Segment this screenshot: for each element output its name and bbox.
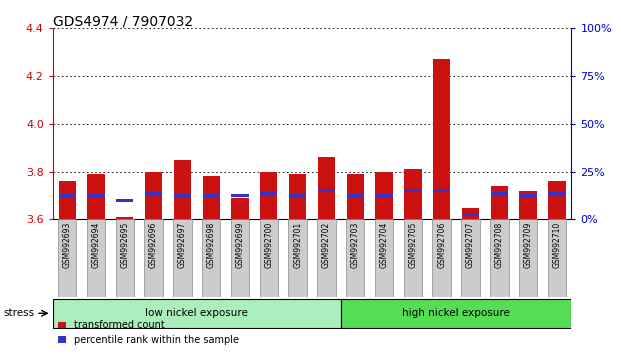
Bar xyxy=(145,172,162,219)
Bar xyxy=(491,192,508,195)
Bar xyxy=(260,219,278,297)
Bar xyxy=(58,194,76,197)
Text: GSM992697: GSM992697 xyxy=(178,222,187,268)
Text: GSM992698: GSM992698 xyxy=(207,222,215,268)
Bar xyxy=(88,194,104,197)
Bar xyxy=(88,174,104,219)
Text: GSM992694: GSM992694 xyxy=(91,222,101,268)
Bar xyxy=(548,219,566,297)
Bar xyxy=(519,219,537,297)
Text: GSM992702: GSM992702 xyxy=(322,222,331,268)
Text: GSM992696: GSM992696 xyxy=(149,222,158,268)
Bar xyxy=(341,299,571,328)
Text: GSM992706: GSM992706 xyxy=(437,222,446,268)
Bar xyxy=(260,192,278,195)
Text: GSM992705: GSM992705 xyxy=(409,222,417,268)
Bar xyxy=(53,299,341,328)
Text: high nickel exposure: high nickel exposure xyxy=(402,308,510,318)
Bar xyxy=(519,191,537,219)
Bar xyxy=(404,219,422,297)
Bar xyxy=(433,59,450,219)
Text: GSM992710: GSM992710 xyxy=(553,222,561,268)
Bar xyxy=(462,207,479,219)
Bar xyxy=(318,158,335,219)
Bar xyxy=(260,172,278,219)
Bar xyxy=(202,177,220,219)
Legend: transformed count, percentile rank within the sample: transformed count, percentile rank withi… xyxy=(55,316,243,349)
Text: stress: stress xyxy=(3,308,34,318)
Bar xyxy=(519,194,537,197)
Bar xyxy=(491,186,508,219)
Bar xyxy=(232,194,248,197)
Text: GSM992709: GSM992709 xyxy=(524,222,533,268)
Bar xyxy=(433,189,450,192)
Text: GSM992703: GSM992703 xyxy=(351,222,360,268)
Bar xyxy=(174,160,191,219)
Bar xyxy=(202,194,220,197)
Bar xyxy=(116,217,134,219)
Text: low nickel exposure: low nickel exposure xyxy=(145,308,248,318)
Bar xyxy=(376,172,392,219)
Bar xyxy=(289,174,306,219)
Bar xyxy=(58,219,76,297)
Bar xyxy=(58,181,76,219)
Bar xyxy=(375,219,393,297)
Text: GSM992700: GSM992700 xyxy=(265,222,273,268)
Text: GDS4974 / 7907032: GDS4974 / 7907032 xyxy=(53,14,193,28)
Bar xyxy=(202,219,220,297)
Bar xyxy=(289,194,306,197)
Text: GSM992699: GSM992699 xyxy=(235,222,245,268)
Text: GSM992701: GSM992701 xyxy=(293,222,302,268)
Bar xyxy=(548,181,566,219)
Text: GSM992708: GSM992708 xyxy=(495,222,504,268)
Text: GSM992693: GSM992693 xyxy=(63,222,71,268)
Bar xyxy=(376,194,392,197)
Bar xyxy=(174,194,191,197)
Bar xyxy=(318,189,335,192)
Bar xyxy=(404,169,422,219)
Bar xyxy=(173,219,192,297)
Bar xyxy=(462,213,479,216)
Text: GSM992707: GSM992707 xyxy=(466,222,475,268)
Bar xyxy=(231,219,249,297)
Bar xyxy=(116,199,134,202)
Bar xyxy=(317,219,336,297)
Bar xyxy=(145,192,162,195)
Text: GSM992704: GSM992704 xyxy=(379,222,389,268)
Bar xyxy=(232,198,248,219)
Bar xyxy=(404,189,422,192)
Bar xyxy=(347,194,364,197)
Bar xyxy=(548,192,566,195)
Bar xyxy=(490,219,509,297)
Bar xyxy=(432,219,451,297)
Bar xyxy=(87,219,105,297)
Bar xyxy=(145,219,163,297)
Bar xyxy=(288,219,307,297)
Bar xyxy=(346,219,365,297)
Text: GSM992695: GSM992695 xyxy=(120,222,129,268)
Bar xyxy=(347,174,364,219)
Bar xyxy=(116,219,134,297)
Bar xyxy=(461,219,479,297)
